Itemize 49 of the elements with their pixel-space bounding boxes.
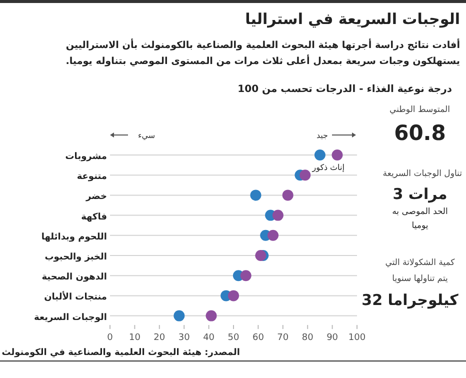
point [255, 250, 266, 261]
point [300, 170, 311, 181]
x-tick-label: 70 [277, 333, 289, 343]
y-tick-label: فاكهة [81, 212, 108, 222]
x-tick-label: 100 [348, 333, 366, 343]
text: 60.8 [394, 121, 446, 145]
chart-subtitle: أفادت نتائج دراسة أجرتها هيئة البحوث العلمية والصناعية بالكومنولث بأن الاستراليين يستهلكون وجبات سريعة بمعدل أعلى ثلاث مرات من المستوى الموصي بتناوله يوميا. [66, 38, 460, 67]
y-tick-label: متنوعة [76, 172, 107, 182]
point [272, 210, 284, 221]
x-tick-label: 20 [154, 333, 166, 343]
x-tick-label: 40 [203, 333, 215, 343]
x-tick-label: 0 [107, 333, 114, 343]
y-tick-label: الخبز والحبوب [44, 252, 107, 262]
point [240, 270, 252, 282]
text: يوميا [412, 221, 429, 231]
text: تناول الوجبات السريعة [382, 169, 463, 179]
x-tick-label: 30 [178, 333, 190, 343]
point [268, 230, 279, 241]
point [282, 190, 294, 201]
point [314, 150, 326, 160]
x-tick-label: 80 [302, 333, 314, 343]
text: جيد [316, 131, 328, 140]
point [228, 290, 239, 302]
text: الحد الموصى به [392, 207, 448, 217]
x-tick-label: 10 [128, 333, 141, 343]
y-tick-label: الدهون الصحية [42, 272, 107, 283]
text: يتم تناولها سنويا [392, 274, 449, 284]
text: المتوسط الوطني [390, 105, 450, 115]
text: سيء [138, 131, 156, 140]
text: 32 كيلوجراما [362, 291, 459, 309]
series-label: ذكور [311, 163, 328, 172]
y-tick-label: مشروبات [65, 152, 107, 162]
x-tick-label: 90 [326, 333, 338, 343]
text: كمية الشكولاتة التي [385, 258, 456, 268]
x-axis-title: درجة نوعية الغذاء - الدرجات تحسب من 100 [238, 84, 452, 95]
x-tick-label: 50 [228, 333, 240, 343]
point [174, 310, 185, 322]
chart-title: الوجبات السريعة في استراليا [245, 10, 460, 28]
y-tick-label: خضر [85, 192, 107, 202]
point [206, 310, 217, 322]
point [250, 190, 262, 201]
y-tick-label: الوجبات السريعة [34, 312, 107, 323]
text: المصدر: هيئة البحوث العلمية والصناعية في الكومنولث [2, 348, 240, 358]
point [332, 150, 343, 160]
y-tick-label: منتجات الألبان [44, 290, 107, 303]
x-tick-label: 60 [252, 333, 264, 343]
text: 3 مرات [392, 185, 448, 203]
y-tick-label: اللحوم وبدائلها [41, 232, 107, 242]
series-label: إناث [330, 163, 344, 172]
